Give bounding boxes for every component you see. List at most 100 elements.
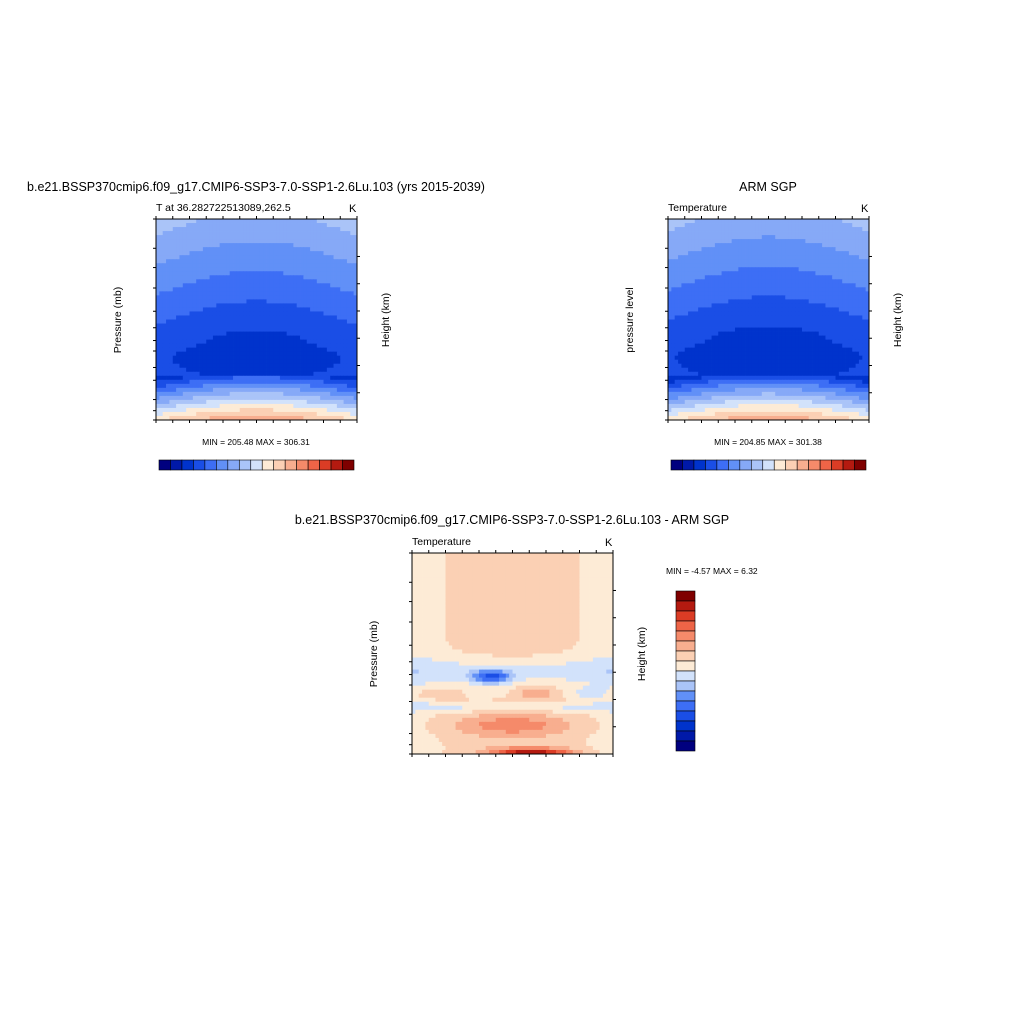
obs-contour-cell [762, 332, 766, 336]
model-contour-cell [290, 408, 294, 412]
obs-contour-cell [732, 235, 736, 239]
obs-contour-cell [758, 223, 762, 227]
model-contour-cell [183, 311, 187, 315]
obs-contour-cell [752, 279, 756, 283]
obs-contour-cell [779, 283, 783, 287]
obs-contour-cell [769, 255, 773, 259]
obs-contour-cell [722, 271, 726, 275]
model-contour-cell [320, 340, 324, 344]
model-contour-cell [176, 299, 180, 303]
obs-contour-cell [832, 223, 836, 227]
model-contour-cell [293, 247, 297, 251]
obs-contour-cell [681, 287, 685, 291]
model-contour-cell [280, 348, 284, 352]
obs-contour-cell [859, 271, 863, 275]
obs-contour-cell [765, 263, 769, 267]
model-contour-cell [223, 311, 227, 315]
model-contour-cell [226, 287, 230, 291]
model-contour-cell [347, 332, 351, 336]
model-contour-cell [277, 336, 281, 340]
model-contour-cell [273, 320, 277, 324]
model-contour-cell [159, 356, 163, 360]
model-contour-cell [166, 251, 170, 255]
model-contour-cell [293, 251, 297, 255]
obs-contour-cell [688, 328, 692, 332]
model-contour-cell [190, 291, 194, 295]
model-contour-cell [273, 303, 277, 307]
model-contour-cell [257, 376, 261, 380]
model-contour-cell [246, 267, 250, 271]
obs-contour-cell [671, 332, 675, 336]
obs-contour-cell [718, 324, 722, 328]
obs-contour-cell [856, 227, 860, 231]
obs-contour-cell [685, 235, 689, 239]
obs-contour-cell [809, 340, 813, 344]
model-contour-cell [186, 376, 190, 380]
obs-contour-cell [822, 231, 826, 235]
obs-contour-cell [772, 291, 776, 295]
model-contour-cell [173, 372, 177, 376]
obs-contour-cell [836, 311, 840, 315]
model-contour-cell [159, 404, 163, 408]
model-contour-cell [166, 400, 170, 404]
model-contour-cell [347, 303, 351, 307]
obs-contour-cell [735, 344, 739, 348]
obs-contour-cell [722, 344, 726, 348]
obs-contour-cell [668, 255, 672, 259]
model-contour-cell [283, 283, 287, 287]
obs-contour-cell [842, 263, 846, 267]
obs-contour-cell [678, 295, 682, 299]
model-contour-cell [334, 243, 338, 247]
obs-contour-cell [702, 303, 706, 307]
obs-contour-cell [732, 259, 736, 263]
obs-contour-cell [836, 315, 840, 319]
obs-contour-cell [846, 332, 850, 336]
model-contour-cell [350, 235, 354, 239]
obs-contour-cell [688, 259, 692, 263]
obs-contour-cell [691, 320, 695, 324]
obs-contour-cell [735, 263, 739, 267]
model-contour-cell [253, 287, 257, 291]
obs-contour-cell [789, 231, 793, 235]
model-contour-cell [220, 388, 224, 392]
obs-contour-cell [782, 311, 786, 315]
model-contour-cell [334, 235, 338, 239]
model-contour-cell [297, 239, 301, 243]
obs-contour-cell [772, 223, 776, 227]
model-contour-cell [334, 400, 338, 404]
obs-contour-cell [735, 332, 739, 336]
obs-contour-cell [829, 227, 833, 231]
obs-contour-cell [795, 320, 799, 324]
model-contour-cell [257, 412, 261, 416]
model-contour-cell [293, 307, 297, 311]
obs-contour-cell [769, 340, 773, 344]
model-contour-cell [283, 364, 287, 368]
model-contour-cell [163, 219, 167, 223]
model-contour-cell [273, 328, 277, 332]
model-contour-cell [230, 259, 234, 263]
model-contour-cell [236, 239, 240, 243]
obs-contour-cell [846, 239, 850, 243]
model-contour-cell [257, 299, 261, 303]
model-contour-cell [226, 340, 230, 344]
model-contour-cell [297, 320, 301, 324]
model-contour-cell [206, 348, 210, 352]
model-contour-cell [260, 255, 264, 259]
model-contour-cell [233, 231, 237, 235]
model-contour-cell [243, 235, 247, 239]
model-contour-cell [330, 324, 334, 328]
model-contour-cell [263, 328, 267, 332]
model-contour-cell [260, 303, 264, 307]
obs-contour-cell [678, 247, 682, 251]
model-contour-cell [303, 332, 307, 336]
model-contour-cell [317, 372, 321, 376]
obs-contour-cell [822, 287, 826, 291]
model-contour-cell [213, 376, 217, 380]
model-contour-cell [310, 324, 314, 328]
model-contour-cell [220, 344, 224, 348]
model-contour-cell [240, 392, 244, 396]
obs-contour-cell [685, 283, 689, 287]
model-contour-cell [293, 303, 297, 307]
model-contour-cell [257, 388, 261, 392]
obs-contour-cell [691, 219, 695, 223]
